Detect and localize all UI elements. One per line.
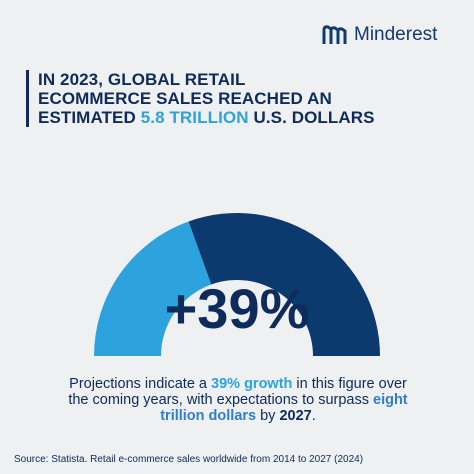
headline-line: ECOMMERCE SALES REACHED AN (38, 89, 332, 108)
gauge-segment (188, 213, 380, 356)
gauge: +39% (94, 213, 380, 356)
text: . (311, 408, 316, 424)
headline-line: ESTIMATED 5.8 TRILLION U.S. DOLLARS (38, 108, 458, 127)
headline-text: U.S. DOLLARS (248, 108, 375, 127)
headline-highlight: 5.8 TRILLION (140, 108, 249, 127)
description: Projections indicate a 39% growth in thi… (60, 376, 416, 424)
highlight: 39% growth (211, 376, 293, 392)
text: Projections indicate a (69, 376, 212, 392)
highlight: 2027 (279, 408, 312, 424)
source: Source: Statista. Retail e-commerce sale… (14, 454, 364, 465)
logo: Minderest (322, 24, 437, 46)
headline-text: ESTIMATED (38, 108, 141, 127)
headline: IN 2023, GLOBAL RETAIL ECOMMERCE SALES R… (26, 70, 458, 127)
headline-line: IN 2023, GLOBAL RETAIL (38, 70, 246, 89)
logo-icon (322, 25, 347, 44)
logo-text: Minderest (354, 24, 438, 45)
gauge-label: +39% (165, 277, 310, 340)
highlight: eight trillion dollars (160, 392, 408, 424)
gauge-segment (94, 221, 212, 356)
text: in this figure over the coming years, wi… (68, 376, 407, 408)
text: by (256, 408, 280, 424)
